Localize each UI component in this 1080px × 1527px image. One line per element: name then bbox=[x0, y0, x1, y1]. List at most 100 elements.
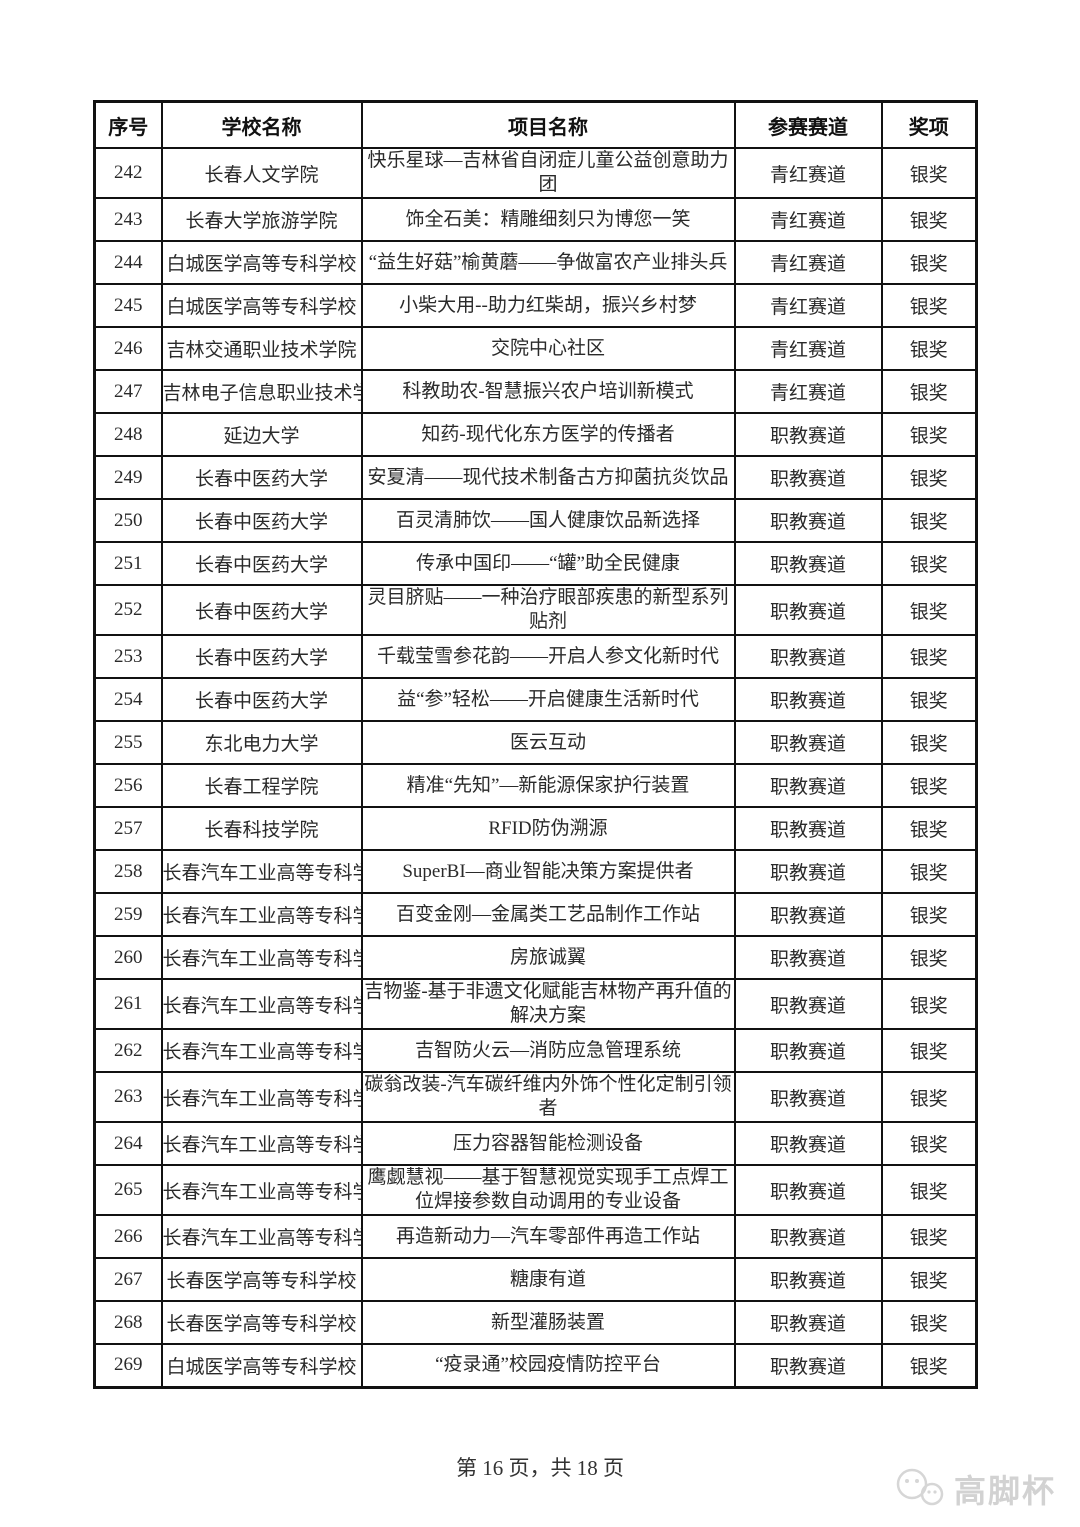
cell-school-name: 吉林电子信息职业技术学院 bbox=[160, 369, 363, 414]
cell-serial-number: 247 bbox=[93, 369, 163, 414]
cell-competition-track: 青红赛道 bbox=[733, 283, 883, 328]
cell-competition-track: 青红赛道 bbox=[733, 147, 883, 199]
table-row: 252 长春中医药大学 灵目脐贴——一种治疗眼部疾患的新型系列贴剂 职教赛道 银奖 bbox=[93, 584, 978, 636]
cell-school-name: 长春医学高等专科学校 bbox=[160, 1257, 363, 1302]
cell-school-name: 长春中医药大学 bbox=[160, 541, 363, 586]
table-row: 243 长春大学旅游学院 饰全石美：精雕细刻只为博您一笑 青红赛道 银奖 bbox=[93, 197, 978, 242]
cell-serial-number: 266 bbox=[93, 1214, 163, 1259]
cell-school-name: 长春汽车工业高等专科学校 bbox=[160, 1028, 363, 1073]
cell-serial-number: 262 bbox=[93, 1028, 163, 1073]
cell-project-name: 糖康有道 bbox=[360, 1257, 736, 1302]
cell-competition-track: 职教赛道 bbox=[733, 1343, 883, 1388]
cell-award: 银奖 bbox=[880, 541, 978, 586]
cell-award: 银奖 bbox=[880, 412, 978, 457]
awards-table: 序号 学校名称 项目名称 参赛赛道 奖项 242 长春人文学院 快乐星球—吉林省自闭… bbox=[93, 100, 978, 1389]
cell-competition-track: 职教赛道 bbox=[733, 1164, 883, 1216]
cell-project-name: 房旅诚翼 bbox=[360, 935, 736, 980]
cell-serial-number: 253 bbox=[93, 634, 163, 679]
cell-school-name: 长春汽车工业高等专科学校 bbox=[160, 892, 363, 937]
cell-award: 银奖 bbox=[880, 720, 978, 765]
cell-school-name: 长春汽车工业高等专科学校 bbox=[160, 849, 363, 894]
cell-serial-number: 248 bbox=[93, 412, 163, 457]
cell-serial-number: 251 bbox=[93, 541, 163, 586]
cell-project-name: 医云互动 bbox=[360, 720, 736, 765]
cell-award: 银奖 bbox=[880, 498, 978, 543]
cell-award: 银奖 bbox=[880, 1028, 978, 1073]
cell-project-name: 百灵清肺饮——国人健康饮品新选择 bbox=[360, 498, 736, 543]
cell-competition-track: 职教赛道 bbox=[733, 720, 883, 765]
cell-competition-track: 职教赛道 bbox=[733, 1214, 883, 1259]
cell-award: 银奖 bbox=[880, 806, 978, 851]
cell-award: 银奖 bbox=[880, 1214, 978, 1259]
cell-school-name: 长春汽车工业高等专科学校 bbox=[160, 935, 363, 980]
cell-project-name: 科教助农-智慧振兴农户培训新模式 bbox=[360, 369, 736, 414]
cell-award: 银奖 bbox=[880, 240, 978, 285]
cell-award: 银奖 bbox=[880, 763, 978, 808]
cell-serial-number: 243 bbox=[93, 197, 163, 242]
cell-competition-track: 职教赛道 bbox=[733, 412, 883, 457]
cell-serial-number: 255 bbox=[93, 720, 163, 765]
cell-serial-number: 249 bbox=[93, 455, 163, 500]
table-row: 267 长春医学高等专科学校 糖康有道 职教赛道 银奖 bbox=[93, 1257, 978, 1302]
cell-competition-track: 青红赛道 bbox=[733, 326, 883, 371]
cell-school-name: 长春汽车工业高等专科学校 bbox=[160, 1071, 363, 1123]
cell-competition-track: 职教赛道 bbox=[733, 978, 883, 1030]
cell-school-name: 长春中医药大学 bbox=[160, 634, 363, 679]
cell-competition-track: 青红赛道 bbox=[733, 240, 883, 285]
cell-serial-number: 250 bbox=[93, 498, 163, 543]
cell-serial-number: 257 bbox=[93, 806, 163, 851]
page-number-text: 第 16 页，共 18 页 bbox=[456, 1456, 624, 1480]
cell-award: 银奖 bbox=[880, 1121, 978, 1166]
cell-competition-track: 职教赛道 bbox=[733, 806, 883, 851]
header-school-name: 学校名称 bbox=[160, 100, 363, 149]
table-row: 257 长春科技学院 RFID防伪溯源 职教赛道 银奖 bbox=[93, 806, 978, 851]
cell-competition-track: 职教赛道 bbox=[733, 634, 883, 679]
table-row: 249 长春中医药大学 安夏清——现代技术制备古方抑菌抗炎饮品 职教赛道 银奖 bbox=[93, 455, 978, 500]
cell-school-name: 长春中医药大学 bbox=[160, 677, 363, 722]
cell-project-name: RFID防伪溯源 bbox=[360, 806, 736, 851]
cell-project-name: 吉智防火云—消防应急管理系统 bbox=[360, 1028, 736, 1073]
table-row: 248 延边大学 知药-现代化东方医学的传播者 职教赛道 银奖 bbox=[93, 412, 978, 457]
cell-serial-number: 244 bbox=[93, 240, 163, 285]
cell-project-name: 千载莹雪参花韵——开启人参文化新时代 bbox=[360, 634, 736, 679]
cell-school-name: 长春中医药大学 bbox=[160, 498, 363, 543]
cell-award: 银奖 bbox=[880, 369, 978, 414]
table-row: 242 长春人文学院 快乐星球—吉林省自闭症儿童公益创意助力团 青红赛道 银奖 bbox=[93, 147, 978, 199]
header-competition-track: 参赛赛道 bbox=[733, 100, 883, 149]
cell-school-name: 长春汽车工业高等专科学校 bbox=[160, 978, 363, 1030]
header-serial-number: 序号 bbox=[93, 100, 163, 149]
cell-award: 银奖 bbox=[880, 978, 978, 1030]
table-row: 268 长春医学高等专科学校 新型灌肠装置 职教赛道 银奖 bbox=[93, 1300, 978, 1345]
cell-competition-track: 职教赛道 bbox=[733, 1300, 883, 1345]
cell-serial-number: 254 bbox=[93, 677, 163, 722]
cell-project-name: 益“参”轻松——开启健康生活新时代 bbox=[360, 677, 736, 722]
cell-competition-track: 职教赛道 bbox=[733, 584, 883, 636]
cell-project-name: 碳翁改装-汽车碳纤维内外饰个性化定制引领者 bbox=[360, 1071, 736, 1123]
cell-competition-track: 职教赛道 bbox=[733, 498, 883, 543]
table-row: 265长春汽车工业高等专科学校鹰觑慧视——基于智慧视觉实现手工点焊工位焊接参数自… bbox=[93, 1164, 978, 1216]
cell-project-name: 灵目脐贴——一种治疗眼部疾患的新型系列贴剂 bbox=[360, 584, 736, 636]
cell-project-name: 传承中国印——“罐”助全民健康 bbox=[360, 541, 736, 586]
cell-competition-track: 青红赛道 bbox=[733, 369, 883, 414]
cell-serial-number: 265 bbox=[93, 1164, 163, 1216]
cell-project-name: 新型灌肠装置 bbox=[360, 1300, 736, 1345]
header-project-name: 项目名称 bbox=[360, 100, 736, 149]
cell-project-name: 小柴大用--助力红柴胡，振兴乡村梦 bbox=[360, 283, 736, 328]
table-body: 242 长春人文学院 快乐星球—吉林省自闭症儿童公益创意助力团 青红赛道 银奖 243 长春… bbox=[93, 147, 978, 1388]
table-row: 256 长春工程学院 精准“先知”—新能源保家护行装置 职教赛道 银奖 bbox=[93, 763, 978, 808]
cell-serial-number: 261 bbox=[93, 978, 163, 1030]
cell-serial-number: 246 bbox=[93, 326, 163, 371]
cell-competition-track: 职教赛道 bbox=[733, 1071, 883, 1123]
cell-project-name: 安夏清——现代技术制备古方抑菌抗炎饮品 bbox=[360, 455, 736, 500]
watermark: 高脚杯 bbox=[892, 1466, 1056, 1512]
cell-serial-number: 252 bbox=[93, 584, 163, 636]
header-row: 序号 学校名称 项目名称 参赛赛道 奖项 bbox=[93, 100, 978, 149]
cell-award: 银奖 bbox=[880, 584, 978, 636]
table-row: 251 长春中医药大学 传承中国印——“罐”助全民健康 职教赛道 银奖 bbox=[93, 541, 978, 586]
cell-project-name: SuperBI—商业智能决策方案提供者 bbox=[360, 849, 736, 894]
cell-competition-track: 职教赛道 bbox=[733, 849, 883, 894]
cell-award: 银奖 bbox=[880, 1164, 978, 1216]
cell-project-name: 饰全石美：精雕细刻只为博您一笑 bbox=[360, 197, 736, 242]
